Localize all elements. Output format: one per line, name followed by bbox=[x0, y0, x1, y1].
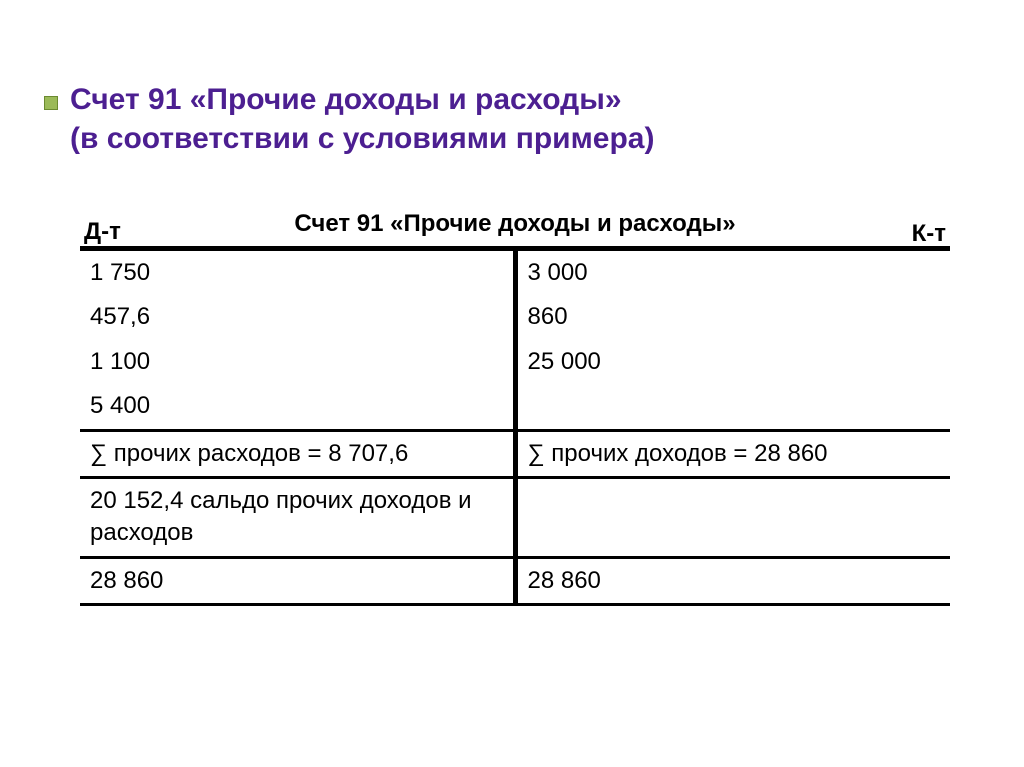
credit-cell: 3 000 bbox=[515, 249, 950, 296]
table-row: 1 750 3 000 bbox=[80, 249, 950, 296]
saldo-cell: 20 152,4 сальдо прочих доходов и расходо… bbox=[80, 477, 515, 557]
saldo-row: 20 152,4 сальдо прочих доходов и расходо… bbox=[80, 477, 950, 557]
credit-total: 28 860 bbox=[515, 557, 950, 604]
credit-cell: 25 000 bbox=[515, 340, 950, 384]
credit-cell: 860 bbox=[515, 295, 950, 339]
title-bullet bbox=[44, 96, 58, 110]
sum-row: ∑ прочих расходов = 8 707,6 ∑ прочих дох… bbox=[80, 430, 950, 477]
credit-cell bbox=[515, 384, 950, 430]
table-row: 457,6 860 bbox=[80, 295, 950, 339]
total-row: 28 860 28 860 bbox=[80, 557, 950, 604]
table-row: 5 400 bbox=[80, 384, 950, 430]
credit-label: К-т bbox=[912, 220, 946, 248]
slide-title: Счет 91 «Прочие доходы и расходы» (в соо… bbox=[70, 80, 954, 158]
t-account-header: Д-т Счет 91 «Прочие доходы и расходы» К-… bbox=[80, 208, 950, 246]
credit-sum: ∑ прочих доходов = 28 860 bbox=[515, 430, 950, 477]
table-row: 1 100 25 000 bbox=[80, 340, 950, 384]
debit-cell: 1 100 bbox=[80, 340, 515, 384]
debit-sum: ∑ прочих расходов = 8 707,6 bbox=[80, 430, 515, 477]
title-line-1: Счет 91 «Прочие доходы и расходы» bbox=[70, 83, 622, 116]
debit-cell: 457,6 bbox=[80, 295, 515, 339]
debit-cell: 1 750 bbox=[80, 249, 515, 296]
t-account-wrapper: Д-т Счет 91 «Прочие доходы и расходы» К-… bbox=[80, 208, 950, 606]
saldo-credit-cell bbox=[515, 477, 950, 557]
title-line-2: (в соответствии с условиями примера) bbox=[70, 122, 654, 155]
debit-cell: 5 400 bbox=[80, 384, 515, 430]
debit-total: 28 860 bbox=[80, 557, 515, 604]
table-caption: Счет 91 «Прочие доходы и расходы» bbox=[80, 210, 950, 238]
t-account-table: 1 750 3 000 457,6 860 1 100 25 000 5 400… bbox=[80, 246, 950, 606]
